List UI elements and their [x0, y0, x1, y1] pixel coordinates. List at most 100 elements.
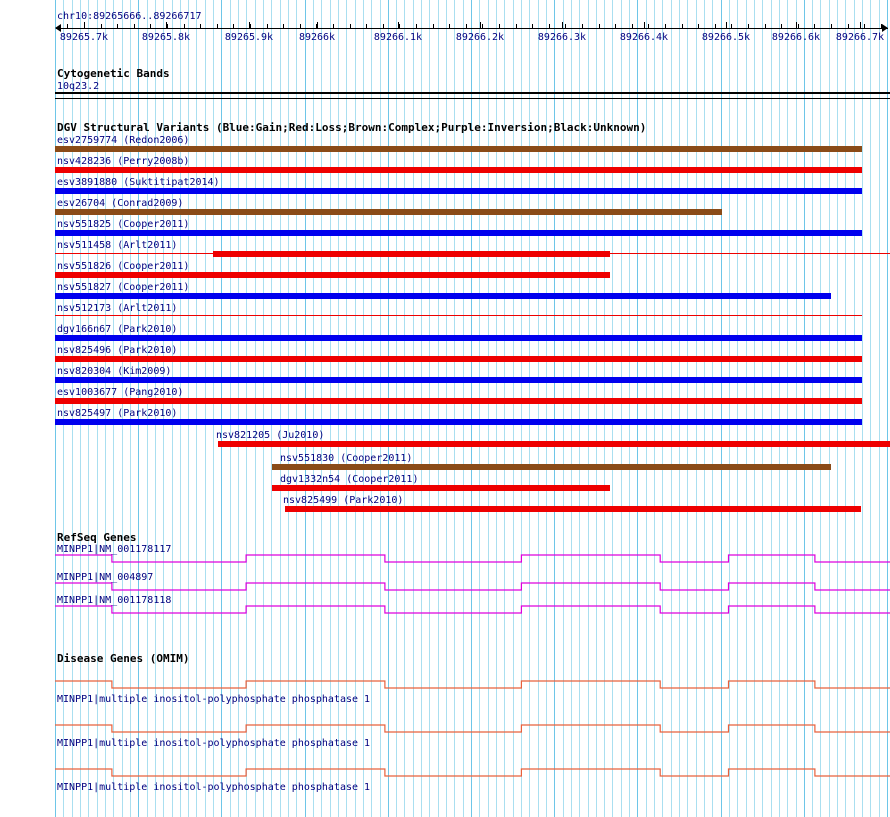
- variant-label[interactable]: nsv551830 (Cooper2011): [280, 453, 413, 464]
- ruler-tick-minor: [499, 24, 500, 29]
- cytoband-label[interactable]: 10q23.2: [57, 81, 100, 92]
- ruler-tick-minor: [350, 24, 351, 29]
- variant-bar[interactable]: [55, 167, 862, 173]
- ruler-tick-minor: [864, 24, 865, 29]
- ruler-tick-major: [796, 22, 797, 29]
- ruler-tick-label: 89266.4k: [619, 32, 669, 43]
- variant-label[interactable]: nsv821205 (Ju2010): [216, 430, 325, 441]
- refseq-gene-label[interactable]: MINPP1|NM_001178117: [57, 544, 172, 555]
- omim-gene-model[interactable]: [0, 678, 890, 692]
- ruler-tick-minor: [217, 24, 218, 29]
- gridline: [728, 0, 730, 817]
- ruler-tick-minor: [748, 24, 749, 29]
- ruler-tick-minor: [814, 24, 815, 29]
- section-separator: [55, 92, 890, 93]
- variant-label[interactable]: nsv511458 (Arlt2011): [57, 240, 178, 251]
- variant-label[interactable]: esv2759774 (Redon2006): [57, 135, 190, 146]
- refseq-gene-model[interactable]: [0, 603, 890, 617]
- variant-label[interactable]: nsv825496 (Park2010): [57, 345, 178, 356]
- ruler-tick-major: [84, 22, 85, 29]
- ruler-tick-minor: [798, 24, 799, 29]
- gene-exon-intron-path: [55, 680, 890, 689]
- ruler-tick-major: [860, 22, 861, 29]
- gridline: [712, 0, 714, 817]
- gridline: [770, 0, 772, 817]
- omim-gene-label[interactable]: MINPP1|multiple inositol-polyphosphate p…: [57, 738, 371, 749]
- variant-bar[interactable]: [272, 464, 831, 470]
- ruler-tick-minor: [316, 24, 317, 29]
- gridline: [870, 0, 872, 817]
- variant-bar[interactable]: [285, 506, 861, 512]
- gridline: [853, 0, 855, 817]
- omim-gene-model[interactable]: [0, 722, 890, 736]
- variant-bar[interactable]: [218, 441, 890, 447]
- refseq-gene-label[interactable]: MINPP1|NM_001178118: [57, 595, 172, 606]
- variant-bar[interactable]: [55, 419, 862, 425]
- variant-bar[interactable]: [55, 335, 862, 341]
- variant-bar[interactable]: [55, 209, 722, 215]
- gridline: [654, 0, 655, 817]
- refseq-gene-model[interactable]: [0, 580, 890, 594]
- ruler-tick-minor: [516, 24, 517, 29]
- omim-gene-label[interactable]: MINPP1|multiple inositol-polyphosphate p…: [57, 694, 371, 705]
- variant-label[interactable]: nsv512173 (Arlt2011): [57, 303, 178, 314]
- variant-bar[interactable]: [272, 485, 610, 491]
- gridline: [820, 0, 822, 817]
- ruler-tick-minor: [233, 24, 234, 29]
- refseq-gene-model[interactable]: [0, 552, 890, 566]
- variant-bar[interactable]: [55, 356, 862, 362]
- gridline: [828, 0, 830, 817]
- ruler-tick-major: [726, 22, 727, 29]
- gridline: [787, 0, 789, 817]
- gene-exon-intron-path: [55, 724, 890, 733]
- omim-gene-model[interactable]: [0, 766, 890, 780]
- variant-bar[interactable]: [55, 377, 862, 383]
- variant-label[interactable]: nsv551825 (Cooper2011): [57, 219, 190, 230]
- variant-bar[interactable]: [55, 146, 862, 152]
- variant-bar[interactable]: [55, 230, 862, 236]
- ruler-tick-minor: [715, 24, 716, 29]
- variant-bar[interactable]: [55, 188, 862, 194]
- ruler-tick-minor: [67, 24, 68, 29]
- variant-label[interactable]: esv3891880 (Suktitipat2014): [57, 177, 220, 188]
- ruler-tick-major: [317, 22, 318, 29]
- ruler-tick-minor: [582, 24, 583, 29]
- variant-label[interactable]: nsv825499 (Park2010): [283, 495, 404, 506]
- variant-label[interactable]: dgv166n67 (Park2010): [57, 324, 178, 335]
- variant-label[interactable]: esv1003677 (Pang2010): [57, 387, 184, 398]
- ruler-tick-minor: [665, 24, 666, 29]
- variant-bar[interactable]: [213, 251, 610, 257]
- variant-bar[interactable]: [55, 272, 610, 278]
- gridline: [720, 0, 722, 817]
- gridline: [762, 0, 764, 817]
- ruler-tick-minor: [184, 24, 185, 29]
- gridline: [687, 0, 689, 817]
- ruler-tick-minor: [134, 24, 135, 29]
- gene-exon-intron-path: [55, 768, 890, 777]
- section-title: Cytogenetic Bands: [57, 67, 170, 80]
- variant-bar[interactable]: [55, 398, 862, 404]
- omim-gene-label[interactable]: MINPP1|multiple inositol-polyphosphate p…: [57, 782, 371, 793]
- ruler-tick-minor: [167, 24, 168, 29]
- variant-label[interactable]: nsv820304 (Kim2009): [57, 366, 172, 377]
- axis-arrow-right-icon: [882, 24, 888, 32]
- variant-label[interactable]: dgv1332n54 (Cooper2011): [280, 474, 419, 485]
- ruler-tick-minor: [848, 24, 849, 29]
- variant-label[interactable]: nsv551827 (Cooper2011): [57, 282, 190, 293]
- variant-label[interactable]: nsv825497 (Park2010): [57, 408, 178, 419]
- ruler-tick-major: [166, 22, 167, 29]
- variant-label[interactable]: nsv428236 (Perry2008b): [57, 156, 190, 167]
- ruler-tick-minor: [399, 24, 400, 29]
- ruler-tick-minor: [300, 24, 301, 29]
- gene-exon-intron-path: [55, 582, 890, 591]
- variant-label[interactable]: esv26704 (Conrad2009): [57, 198, 184, 209]
- ruler-tick-major: [562, 22, 563, 29]
- ruler-tick-minor: [250, 24, 251, 29]
- gridline: [812, 0, 814, 817]
- variant-span-line: [55, 315, 862, 316]
- ruler-tick-minor: [565, 24, 566, 29]
- cytoband-span[interactable]: [55, 93, 890, 94]
- variant-label[interactable]: nsv551826 (Cooper2011): [57, 261, 190, 272]
- refseq-gene-label[interactable]: MINPP1|NM_004897: [57, 572, 154, 583]
- variant-bar[interactable]: [55, 293, 831, 299]
